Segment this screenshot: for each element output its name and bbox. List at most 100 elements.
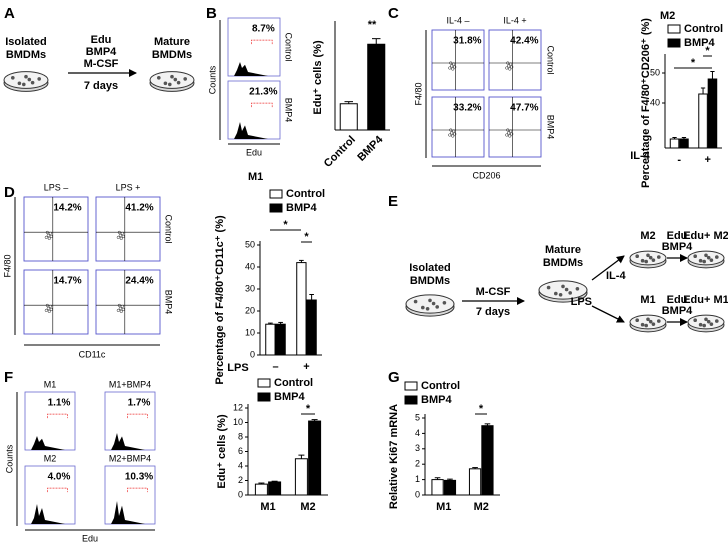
event xyxy=(118,233,122,237)
event xyxy=(118,306,122,310)
percent: 41.2% xyxy=(125,203,153,214)
x-tick-label: Control xyxy=(322,134,358,170)
x-axis-label: IL-4 xyxy=(630,150,650,162)
histogram-frame xyxy=(24,465,76,525)
cell xyxy=(554,291,558,296)
event xyxy=(44,308,48,312)
cell xyxy=(413,299,418,304)
cell xyxy=(706,319,711,324)
event xyxy=(449,128,453,132)
legend-label: Control xyxy=(421,380,460,392)
sample-label: Control xyxy=(284,32,294,61)
cell xyxy=(435,305,440,309)
percent: 31.8% xyxy=(453,36,481,47)
dish xyxy=(3,71,49,89)
cell xyxy=(183,77,187,81)
x-tick-label: M1 xyxy=(260,501,275,513)
significance: * xyxy=(306,403,311,415)
label: M2 xyxy=(640,230,655,242)
cell xyxy=(431,301,436,306)
cell xyxy=(635,318,639,323)
event xyxy=(510,65,514,69)
legend-swatch xyxy=(667,24,681,34)
event xyxy=(121,234,125,238)
cell xyxy=(168,82,172,87)
dot-plot-frame xyxy=(95,269,161,335)
bar xyxy=(308,420,322,496)
cell xyxy=(651,322,656,326)
legend-label: Control xyxy=(684,23,723,35)
dot-plot-frame xyxy=(23,269,89,335)
label: BMP4 xyxy=(662,305,693,317)
cell xyxy=(657,255,661,259)
cell xyxy=(575,287,580,291)
event xyxy=(508,134,512,138)
percent: 4.0% xyxy=(48,472,71,483)
label: Mature xyxy=(545,244,581,256)
legend-label: BMP4 xyxy=(274,391,305,403)
event xyxy=(49,307,53,311)
event xyxy=(46,233,50,237)
cell xyxy=(157,76,161,80)
event xyxy=(117,230,121,234)
label: Edu+ M1 xyxy=(683,294,728,306)
percent: 1.1% xyxy=(48,398,71,409)
cell xyxy=(648,319,653,324)
event xyxy=(452,62,456,66)
dish xyxy=(405,294,455,314)
bar xyxy=(254,483,268,496)
y-tick-label: 2 xyxy=(415,459,420,469)
cell xyxy=(709,258,714,262)
legend-swatch xyxy=(667,38,681,48)
event xyxy=(45,230,49,234)
gate xyxy=(47,413,68,419)
y-axis-label: Edu⁺ cells (%) xyxy=(312,40,324,115)
panel-label: G xyxy=(388,369,400,386)
x-tick-label: - xyxy=(677,154,681,166)
event xyxy=(452,129,456,133)
panel-label: A xyxy=(4,5,15,22)
cell xyxy=(709,322,714,326)
y-tick-label: 0 xyxy=(415,489,420,499)
histogram xyxy=(31,504,65,524)
legend-swatch xyxy=(257,378,271,388)
cell xyxy=(698,322,703,327)
percent: 24.4% xyxy=(125,276,153,287)
event xyxy=(46,306,50,310)
column-label: LPS + xyxy=(116,182,141,192)
y-tick-label: 0 xyxy=(238,489,243,499)
event xyxy=(116,235,120,239)
cell xyxy=(546,285,551,290)
cell xyxy=(176,80,181,85)
label: BMDMs xyxy=(152,49,192,61)
x-tick-label: M1 xyxy=(436,501,451,513)
row-label: Control xyxy=(164,214,174,243)
event xyxy=(450,64,454,68)
event xyxy=(120,231,124,235)
label: BMP4 xyxy=(86,46,117,58)
event xyxy=(47,309,51,313)
arrow xyxy=(591,305,625,323)
label: Isolated xyxy=(409,262,451,274)
label: Edu+ M2 xyxy=(683,230,728,242)
axis-label: CD206 xyxy=(472,170,500,180)
cell xyxy=(22,82,26,87)
x-tick-label: M2 xyxy=(474,501,489,513)
significance: * xyxy=(479,403,484,415)
legend-label: BMP4 xyxy=(421,394,452,406)
bar xyxy=(707,78,718,149)
histogram-frame xyxy=(24,391,76,451)
bar xyxy=(265,323,276,356)
gate xyxy=(47,487,68,493)
cell xyxy=(24,74,28,79)
y-tick-label: 50 xyxy=(245,239,255,249)
event xyxy=(117,303,121,307)
cell xyxy=(27,77,32,82)
event xyxy=(510,132,514,136)
dot-plot-frame xyxy=(23,196,89,262)
chart-title: M2 xyxy=(660,10,675,22)
legend-swatch xyxy=(404,381,418,391)
sample-label: M1 xyxy=(44,379,57,389)
column-label: IL-4 + xyxy=(503,15,526,25)
column-label: IL-4 – xyxy=(446,15,469,25)
